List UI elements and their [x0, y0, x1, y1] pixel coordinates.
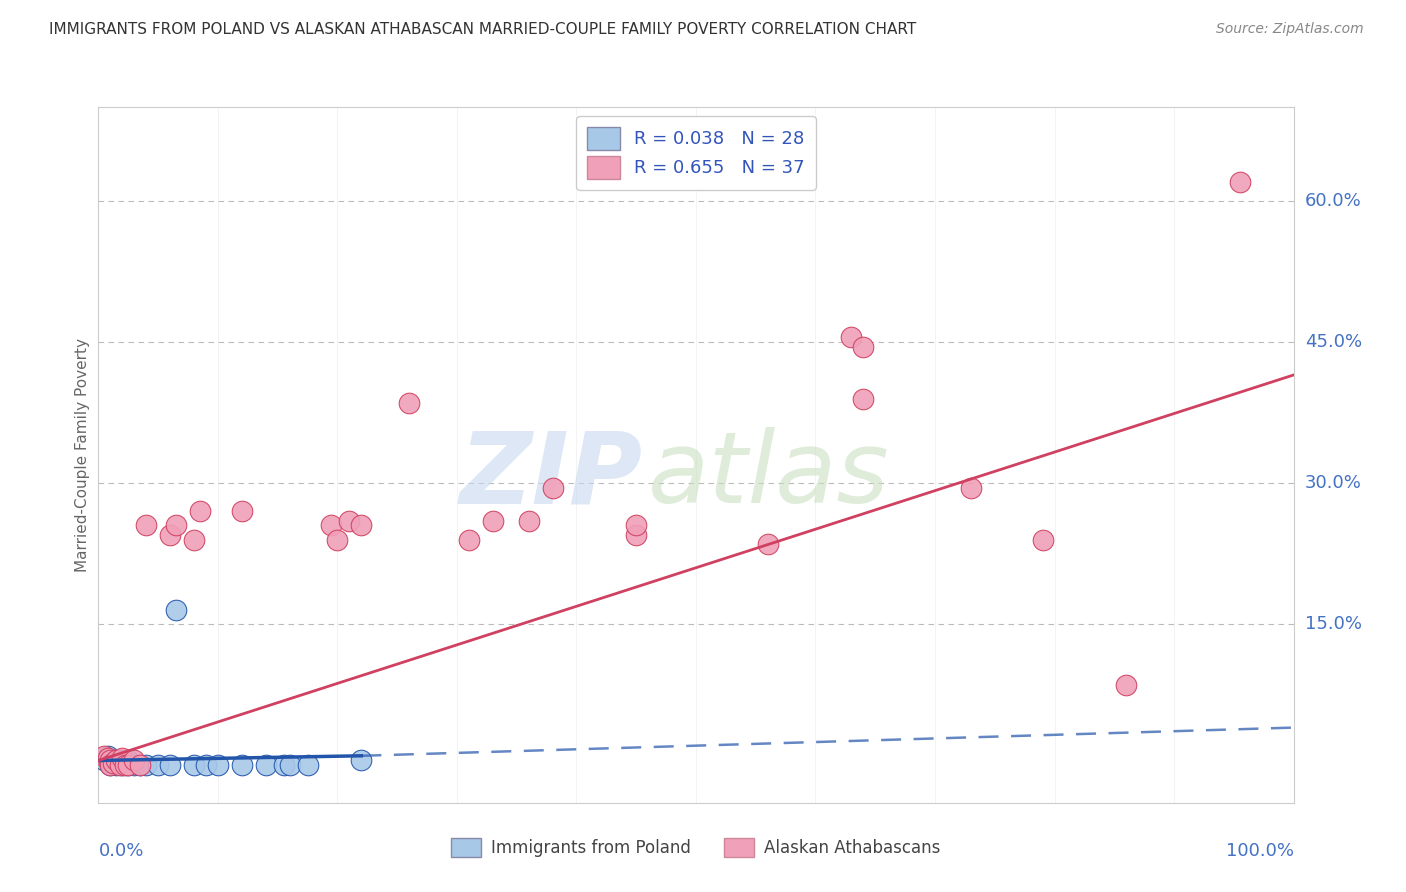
Text: 0.0%: 0.0% — [98, 842, 143, 860]
Point — [481, 514, 505, 528]
Point — [194, 758, 217, 772]
Legend: Immigrants from Poland, Alaskan Athabascans: Immigrants from Poland, Alaskan Athabasc… — [444, 831, 948, 864]
Point — [839, 330, 862, 344]
Point — [159, 528, 181, 542]
Text: Source: ZipAtlas.com: Source: ZipAtlas.com — [1216, 22, 1364, 37]
Point — [852, 340, 875, 354]
Point — [350, 518, 373, 533]
Point — [129, 758, 152, 772]
Point — [114, 756, 136, 771]
Point — [97, 750, 120, 764]
Text: 15.0%: 15.0% — [1305, 615, 1361, 633]
Text: 100.0%: 100.0% — [1226, 842, 1294, 860]
Point — [93, 748, 115, 763]
Point — [207, 758, 229, 772]
Point — [97, 748, 120, 763]
Point — [105, 758, 128, 772]
Point — [231, 758, 253, 772]
Point — [624, 518, 647, 533]
Point — [108, 756, 131, 771]
Point — [165, 603, 187, 617]
Text: IMMIGRANTS FROM POLAND VS ALASKAN ATHABASCAN MARRIED-COUPLE FAMILY POVERTY CORRE: IMMIGRANTS FROM POLAND VS ALASKAN ATHABA… — [49, 22, 917, 37]
Point — [1115, 678, 1137, 692]
Point — [756, 537, 779, 551]
Point — [165, 518, 187, 533]
Point — [148, 758, 170, 772]
Point — [183, 533, 205, 547]
Point — [101, 756, 124, 771]
Text: atlas: atlas — [648, 427, 890, 524]
Point — [959, 481, 981, 495]
Point — [852, 392, 875, 406]
Point — [108, 758, 131, 772]
Point — [350, 754, 373, 768]
Text: ZIP: ZIP — [460, 427, 643, 524]
Point — [98, 758, 122, 772]
Point — [541, 481, 564, 495]
Point — [188, 504, 211, 518]
Point — [135, 518, 157, 533]
Point — [114, 758, 136, 772]
Point — [1229, 175, 1251, 189]
Point — [117, 758, 139, 772]
Point — [111, 750, 134, 764]
Point — [254, 758, 277, 772]
Point — [231, 504, 253, 518]
Text: 60.0%: 60.0% — [1305, 192, 1361, 210]
Point — [398, 396, 420, 410]
Point — [297, 758, 319, 772]
Point — [101, 756, 124, 771]
Point — [159, 758, 181, 772]
Point — [93, 754, 115, 768]
Text: 45.0%: 45.0% — [1305, 333, 1362, 351]
Point — [321, 518, 343, 533]
Point — [326, 533, 349, 547]
Point — [111, 758, 134, 772]
Point — [1032, 533, 1054, 547]
Point — [105, 754, 128, 768]
Point — [117, 754, 139, 768]
Point — [124, 754, 146, 768]
Point — [129, 758, 152, 772]
Point — [183, 758, 205, 772]
Point — [458, 533, 481, 547]
Point — [337, 514, 360, 528]
Point — [517, 514, 540, 528]
Point — [278, 758, 301, 772]
Point — [124, 758, 146, 772]
Point — [135, 758, 157, 772]
Point — [111, 754, 134, 768]
Point — [98, 754, 122, 768]
Y-axis label: Married-Couple Family Poverty: Married-Couple Family Poverty — [75, 338, 90, 572]
Point — [273, 758, 295, 772]
Text: 30.0%: 30.0% — [1305, 475, 1361, 492]
Point — [98, 758, 122, 772]
Point — [117, 758, 139, 772]
Point — [98, 754, 122, 768]
Point — [105, 754, 128, 768]
Point — [624, 528, 647, 542]
